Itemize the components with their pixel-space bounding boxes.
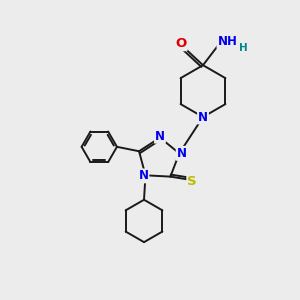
Text: S: S: [188, 175, 197, 188]
Text: N: N: [198, 110, 208, 124]
Text: N: N: [177, 147, 187, 160]
Text: N: N: [155, 130, 165, 143]
Text: O: O: [175, 37, 187, 50]
Text: NH: NH: [218, 35, 237, 48]
Text: N: N: [138, 169, 148, 182]
Text: H: H: [239, 44, 248, 53]
